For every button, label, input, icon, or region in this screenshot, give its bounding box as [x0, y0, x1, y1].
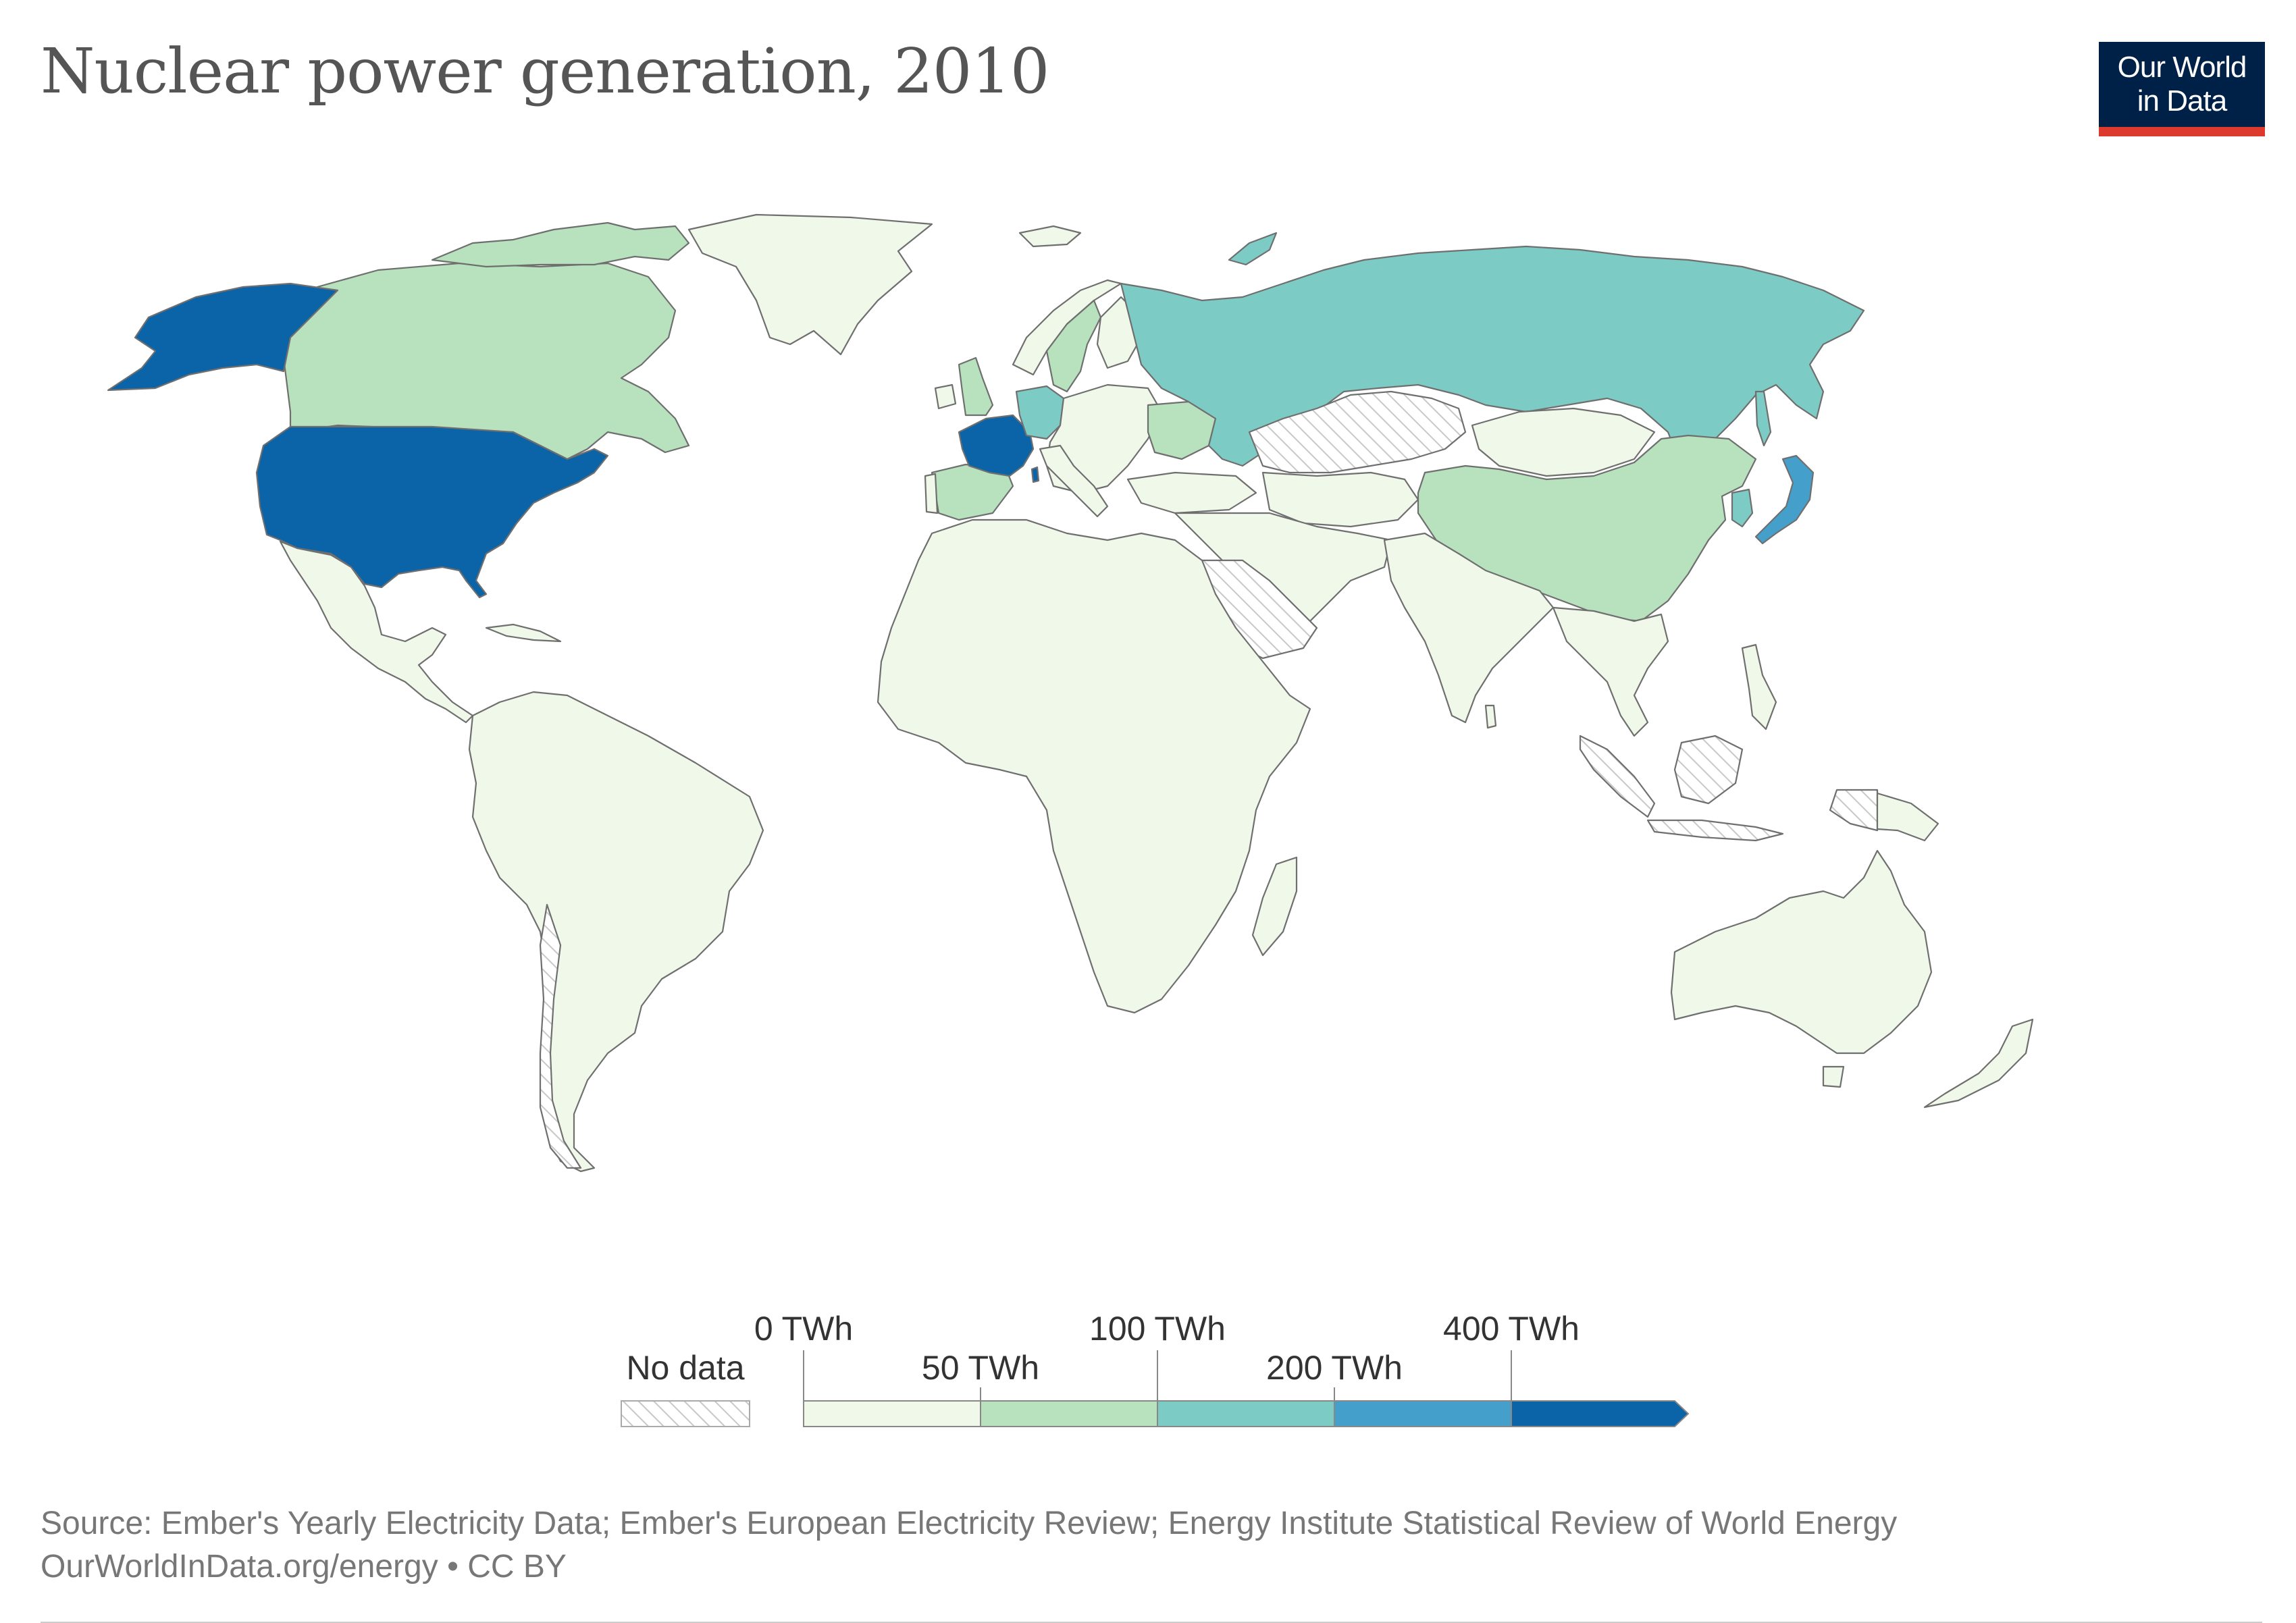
region-philippines[interactable]: [1741, 643, 1777, 730]
legend-no-data-label: No data: [626, 1349, 744, 1387]
region-turkey[interactable]: [1126, 471, 1257, 514]
region-indonesia-java[interactable]: [1646, 819, 1784, 842]
region-usa[interactable]: [255, 425, 609, 599]
legend-tick-label: 200 TWh: [1266, 1349, 1403, 1387]
legend-bins: 0 TWh 50 TWh 100 TWh 200 TWh 400 TWh: [754, 1310, 1690, 1427]
region-australia[interactable]: [1670, 849, 1933, 1055]
region-southeast-asia[interactable]: [1552, 606, 1669, 737]
legend-tick-label: 0 TWh: [754, 1310, 853, 1348]
region-cuba[interactable]: [485, 623, 562, 643]
region-canada-islands[interactable]: [431, 221, 690, 268]
map-legend: No data 0 TWh 50 TWh 100 TWh 200 TWh 400 TWh: [621, 1310, 1690, 1427]
region-mongolia[interactable]: [1471, 407, 1656, 477]
region-indonesia-borneo[interactable]: [1673, 735, 1744, 805]
legend-swatch[interactable]: [1334, 1400, 1512, 1427]
legend-tick-label: 400 TWh: [1443, 1310, 1580, 1348]
region-madagascar[interactable]: [1251, 856, 1298, 957]
legend-swatch[interactable]: [1511, 1400, 1690, 1427]
region-alaska[interactable]: [107, 282, 339, 392]
region-greenland[interactable]: [687, 213, 933, 356]
owid-logo[interactable]: Our World in Data: [2099, 42, 2265, 136]
region-indonesia-west[interactable]: [1579, 735, 1656, 818]
region-png[interactable]: [1876, 792, 1939, 842]
region-germany[interactable]: [1015, 385, 1065, 440]
region-sweden[interactable]: [1045, 299, 1102, 393]
region-uk[interactable]: [958, 356, 994, 417]
region-eastern-europe[interactable]: [1045, 383, 1163, 494]
region-sri-lanka[interactable]: [1484, 704, 1497, 729]
region-sakhalin[interactable]: [1754, 390, 1772, 447]
region-iceland[interactable]: [1018, 225, 1082, 248]
region-south-america[interactable]: [468, 691, 764, 1173]
region-tasmania[interactable]: [1822, 1065, 1845, 1088]
region-portugal[interactable]: [924, 473, 939, 514]
region-new-zealand[interactable]: [1923, 1018, 2034, 1109]
region-india[interactable]: [1383, 532, 1555, 724]
logo-line-1: Our World: [2117, 51, 2247, 84]
region-france[interactable]: [958, 414, 1035, 477]
source-url[interactable]: OurWorldInData.org/energy • CC BY: [41, 1549, 567, 1585]
region-south-korea[interactable]: [1731, 488, 1754, 528]
region-japan[interactable]: [1754, 454, 1815, 545]
chart-title: Nuclear power generation, 2010: [41, 35, 1049, 107]
region-kazakhstan[interactable]: [1248, 390, 1467, 474]
legend-tick-label: 100 TWh: [1089, 1310, 1226, 1348]
region-central-asia[interactable]: [1261, 471, 1419, 528]
footer: Source: Ember's Yearly Electricity Data;…: [41, 1502, 1897, 1589]
legend-swatch[interactable]: [803, 1400, 981, 1427]
region-chile[interactable]: [539, 903, 582, 1169]
legend-swatch[interactable]: [980, 1400, 1158, 1427]
logo-line-2: in Data: [2137, 84, 2227, 117]
region-papua[interactable]: [1829, 789, 1879, 832]
legend-tick-label: 50 TWh: [922, 1349, 1039, 1387]
region-ireland[interactable]: [934, 383, 957, 410]
source-note: Source: Ember's Yearly Electricity Data;…: [41, 1506, 1898, 1541]
region-novaya-zemlya[interactable]: [1228, 232, 1278, 266]
map-layer: [107, 213, 2034, 1173]
legend-no-data-swatch: [621, 1400, 750, 1427]
region-africa[interactable]: [877, 518, 1311, 1014]
region-italy[interactable]: [1039, 444, 1109, 518]
region-mexico[interactable]: [279, 540, 474, 724]
legend-swatch[interactable]: [1157, 1400, 1335, 1427]
region-corsica[interactable]: [1030, 466, 1040, 483]
